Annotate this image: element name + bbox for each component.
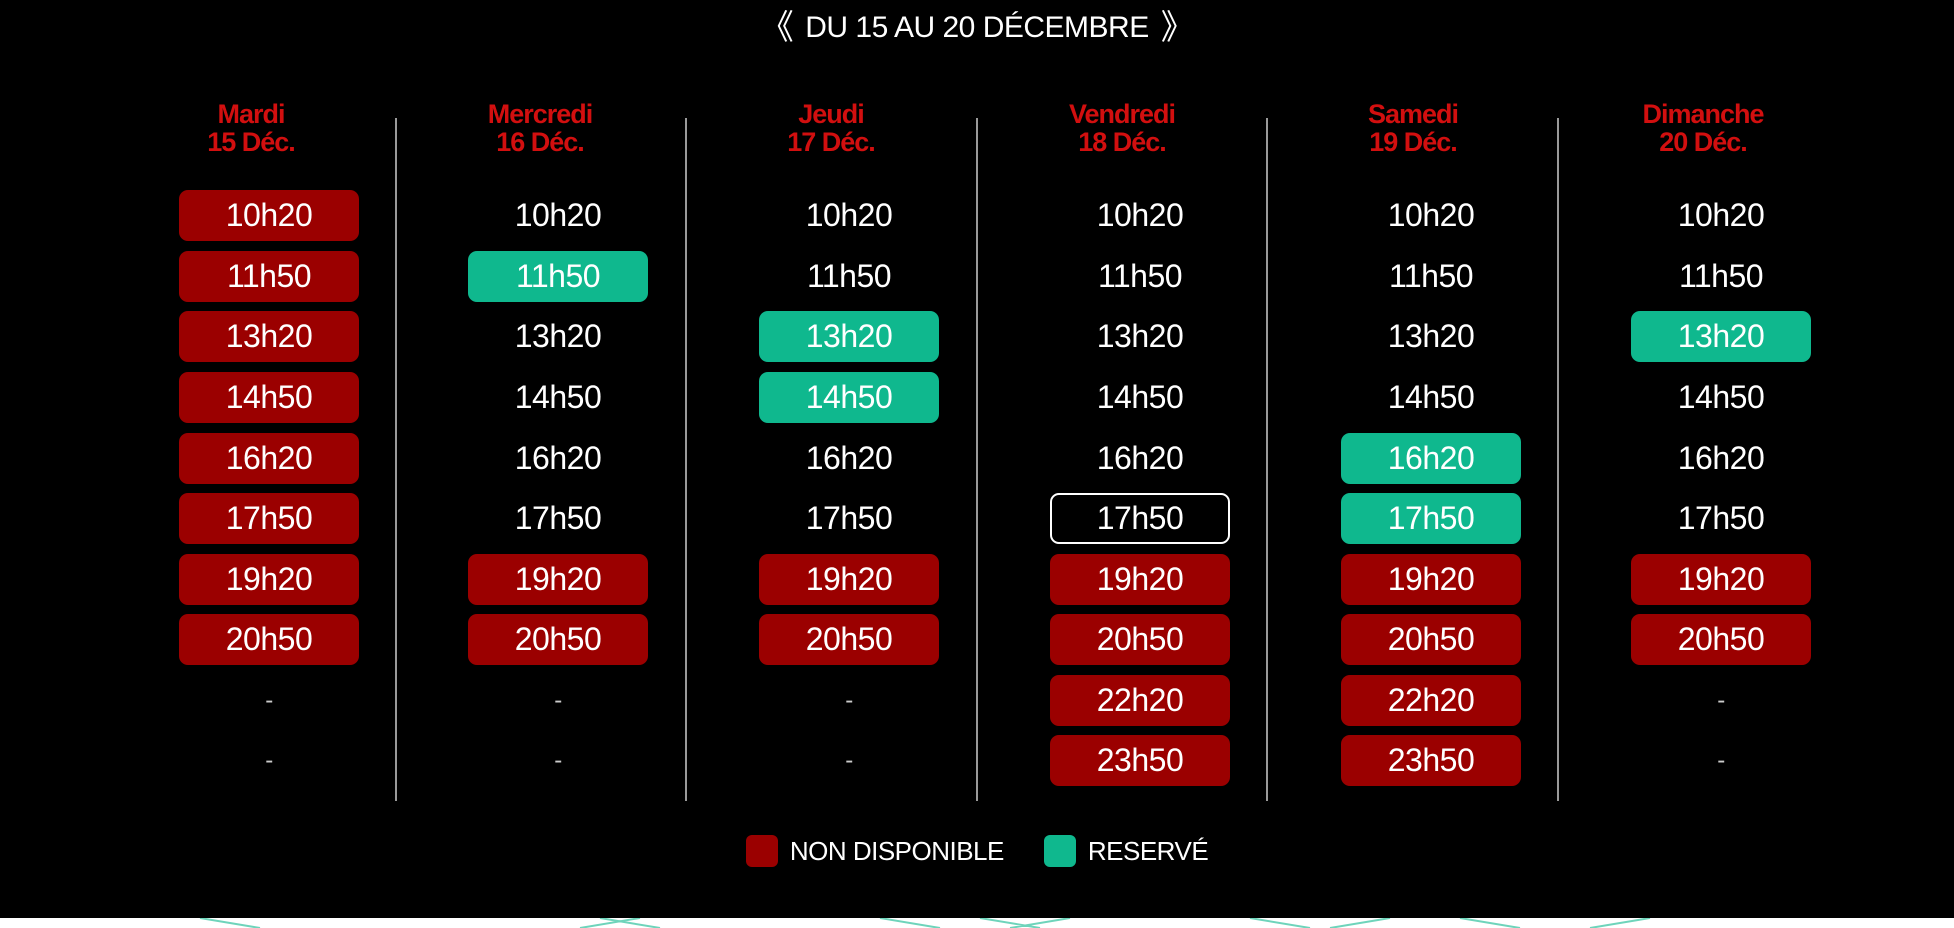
day-header: Mardi 15 Déc. xyxy=(106,100,396,156)
column-divider xyxy=(976,118,978,801)
time-slot-unavailable: 20h50 xyxy=(1341,614,1521,665)
day-date: 20 Déc. xyxy=(1659,127,1748,157)
time-slot-unavailable: 20h50 xyxy=(1631,614,1811,665)
time-slot-available[interactable]: 16h20 xyxy=(1677,440,1765,476)
time-slot-available[interactable]: 13h20 xyxy=(1096,318,1184,354)
time-slot-unavailable: 19h20 xyxy=(179,554,359,605)
day-name: Mardi xyxy=(217,99,285,129)
time-slot-selected[interactable]: 17h50 xyxy=(1050,493,1230,544)
previous-week-icon[interactable]: 《 xyxy=(759,8,794,48)
time-slot-available[interactable]: 16h20 xyxy=(1096,440,1184,476)
time-slot-reserved: 13h20 xyxy=(759,311,939,362)
time-slot-available[interactable]: 10h20 xyxy=(1677,197,1765,233)
time-slot-reserved: 13h20 xyxy=(1631,311,1811,362)
time-slot-empty: - xyxy=(554,746,562,774)
legend-label-reserved: RESERVÉ xyxy=(1087,835,1209,866)
time-slot-unavailable: 19h20 xyxy=(1050,554,1230,605)
day-date: 16 Déc. xyxy=(496,127,585,157)
time-slot-unavailable: 20h50 xyxy=(468,614,648,665)
day-header: Vendredi 18 Déc. xyxy=(977,100,1267,156)
time-slot-available[interactable]: 16h20 xyxy=(514,440,602,476)
time-slot-available[interactable]: 14h50 xyxy=(1677,379,1765,415)
time-slot-reserved: 11h50 xyxy=(468,251,648,302)
day-name: Vendredi xyxy=(1068,99,1176,129)
time-slot-empty: - xyxy=(845,746,853,774)
time-slot-available[interactable]: 14h50 xyxy=(1387,379,1475,415)
time-slot-unavailable: 20h50 xyxy=(179,614,359,665)
legend-item-unavailable: NON DISPONIBLE xyxy=(745,835,1005,867)
time-slot-unavailable: 13h20 xyxy=(179,311,359,362)
column-divider xyxy=(395,118,397,801)
time-slot-empty: - xyxy=(554,686,562,714)
day-name: Dimanche xyxy=(1642,99,1764,129)
time-slot-unavailable: 16h20 xyxy=(179,433,359,484)
time-slot-empty: - xyxy=(265,746,273,774)
time-slot-unavailable: 19h20 xyxy=(1341,554,1521,605)
decorative-bottom-band xyxy=(0,918,1954,928)
day-date: 17 Déc. xyxy=(787,127,876,157)
day-header: Mercredi 16 Déc. xyxy=(395,100,685,156)
day-header: Jeudi 17 Déc. xyxy=(686,100,976,156)
time-slot-available[interactable]: 10h20 xyxy=(1387,197,1475,233)
time-slot-unavailable: 10h20 xyxy=(179,190,359,241)
time-slot-available[interactable]: 11h50 xyxy=(806,258,892,294)
time-slot-available[interactable]: 16h20 xyxy=(805,440,893,476)
column-divider xyxy=(1557,118,1559,801)
time-slot-unavailable: 11h50 xyxy=(179,251,359,302)
time-slot-available[interactable]: 14h50 xyxy=(514,379,602,415)
day-header: Samedi 19 Déc. xyxy=(1268,100,1558,156)
week-range-label: DU 15 AU 20 DÉCEMBRE xyxy=(805,11,1149,44)
day-name: Samedi xyxy=(1367,99,1459,129)
time-slot-available[interactable]: 13h20 xyxy=(514,318,602,354)
time-slot-reserved: 17h50 xyxy=(1341,493,1521,544)
time-slot-unavailable: 19h20 xyxy=(468,554,648,605)
legend-label-unavailable: NON DISPONIBLE xyxy=(789,835,1005,866)
unavailable-swatch xyxy=(745,835,778,867)
decorative-pattern-icon xyxy=(0,918,1954,928)
time-slot-empty: - xyxy=(845,686,853,714)
time-slot-available[interactable]: 11h50 xyxy=(1097,258,1183,294)
time-slot-reserved: 16h20 xyxy=(1341,433,1521,484)
time-slot-available[interactable]: 17h50 xyxy=(805,500,893,536)
time-slot-unavailable: 23h50 xyxy=(1341,735,1521,786)
column-divider xyxy=(1266,118,1268,801)
time-slot-unavailable: 19h20 xyxy=(1631,554,1811,605)
time-slot-available[interactable]: 14h50 xyxy=(1096,379,1184,415)
legend: NON DISPONIBLE RESERVÉ xyxy=(0,835,1954,867)
day-date: 18 Déc. xyxy=(1078,127,1167,157)
day-date: 15 Déc. xyxy=(207,127,296,157)
time-slot-available[interactable]: 10h20 xyxy=(514,197,602,233)
time-slot-available[interactable]: 13h20 xyxy=(1387,318,1475,354)
time-slot-available[interactable]: 11h50 xyxy=(1388,258,1474,294)
day-date: 19 Déc. xyxy=(1369,127,1458,157)
time-slot-reserved: 14h50 xyxy=(759,372,939,423)
time-slot-unavailable: 20h50 xyxy=(759,614,939,665)
time-slot-unavailable: 22h20 xyxy=(1050,675,1230,726)
time-slot-unavailable: 23h50 xyxy=(1050,735,1230,786)
day-name: Mercredi xyxy=(487,99,594,129)
day-name: Jeudi xyxy=(798,99,865,129)
time-slot-empty: - xyxy=(1717,746,1725,774)
next-week-icon[interactable]: 》 xyxy=(1160,8,1195,48)
reserved-swatch xyxy=(1043,835,1076,867)
time-slot-available[interactable]: 11h50 xyxy=(1678,258,1764,294)
week-navigation: 《 DU 15 AU 20 DÉCEMBRE 》 xyxy=(0,6,1954,50)
time-slot-empty: - xyxy=(1717,686,1725,714)
time-slot-unavailable: 22h20 xyxy=(1341,675,1521,726)
time-slot-unavailable: 14h50 xyxy=(179,372,359,423)
time-slot-available[interactable]: 10h20 xyxy=(805,197,893,233)
day-header: Dimanche 20 Déc. xyxy=(1558,100,1848,156)
time-slot-unavailable: 17h50 xyxy=(179,493,359,544)
legend-item-reserved: RESERVÉ xyxy=(1043,835,1209,867)
time-slot-unavailable: 19h20 xyxy=(759,554,939,605)
time-slot-available[interactable]: 17h50 xyxy=(1677,500,1765,536)
time-slot-available[interactable]: 17h50 xyxy=(514,500,602,536)
time-slot-available[interactable]: 10h20 xyxy=(1096,197,1184,233)
column-divider xyxy=(685,118,687,801)
time-slot-empty: - xyxy=(265,686,273,714)
time-slot-unavailable: 20h50 xyxy=(1050,614,1230,665)
